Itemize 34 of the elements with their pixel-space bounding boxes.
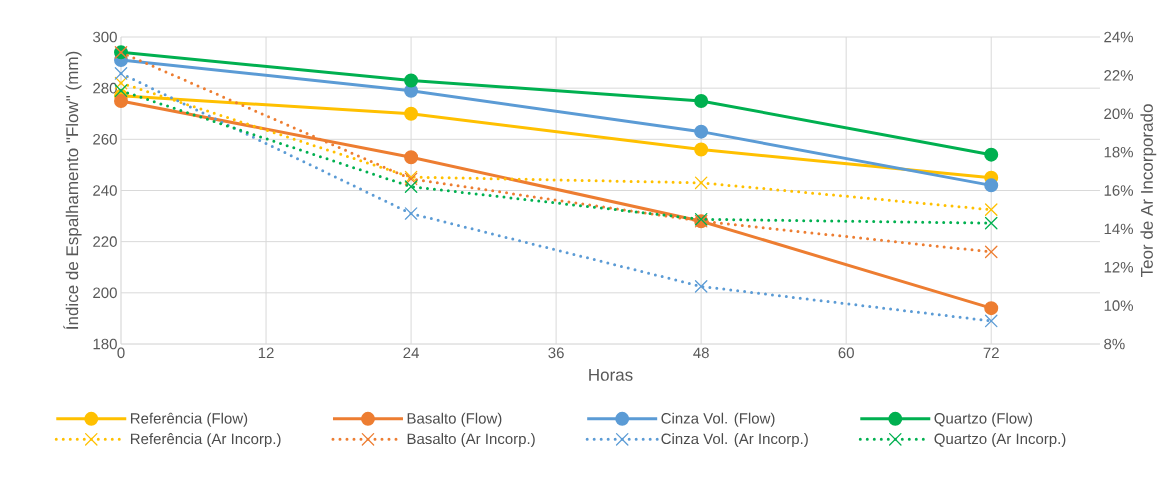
- y-axis-title: Índice de Espalhamento "Flow" (mm): [63, 51, 82, 330]
- legend-label: Basalto (Ar Incorp.): [407, 433, 535, 448]
- legend-label: Referência (Ar Incorp.): [130, 433, 281, 448]
- y2-axis-title: Teor de Ar Incorporado: [1140, 104, 1157, 278]
- legend-label: Cinza Vol. (Ar Incorp.): [661, 433, 808, 448]
- y-tick-label: 180: [93, 338, 117, 350]
- y-tick-label: 260: [93, 134, 117, 145]
- x-tick-label: 0: [117, 347, 125, 359]
- y2-tick-label: 10%: [1104, 300, 1133, 311]
- y-tick-label: 220: [93, 236, 117, 247]
- x-tick-label: 24: [403, 347, 419, 358]
- x-tick-label: 12: [258, 347, 274, 358]
- y2-tick-label: 8%: [1104, 338, 1125, 350]
- legend-label: Quartzo (Ar Incorp.): [934, 433, 1066, 448]
- x-tick-label: 60: [838, 347, 854, 359]
- legend-label: Cinza Vol. (Flow): [661, 412, 775, 427]
- y2-tick-label: 20%: [1104, 108, 1133, 120]
- legend-label: Basalto (Flow): [407, 412, 502, 427]
- y2-tick-label: 22%: [1104, 70, 1133, 81]
- y2-tick-label: 12%: [1104, 261, 1133, 273]
- x-tick-label: 48: [693, 347, 709, 359]
- y2-tick-label: 18%: [1104, 146, 1133, 158]
- y-tick-label: 200: [93, 287, 117, 299]
- x-tick-label: 72: [983, 347, 999, 358]
- x-tick-label: 36: [548, 347, 564, 359]
- y-tick-label: 240: [93, 185, 117, 196]
- y-tick-label: 280: [93, 82, 117, 94]
- x-axis-title: Horas: [589, 369, 633, 381]
- y2-tick-label: 24%: [1104, 31, 1133, 43]
- legend-label: Referência (Flow): [130, 412, 248, 427]
- legend-label: Quartzo (Flow): [934, 412, 1033, 427]
- y2-tick-label: 16%: [1104, 185, 1133, 196]
- y-tick-label: 300: [93, 31, 117, 43]
- y2-tick-label: 14%: [1104, 223, 1133, 235]
